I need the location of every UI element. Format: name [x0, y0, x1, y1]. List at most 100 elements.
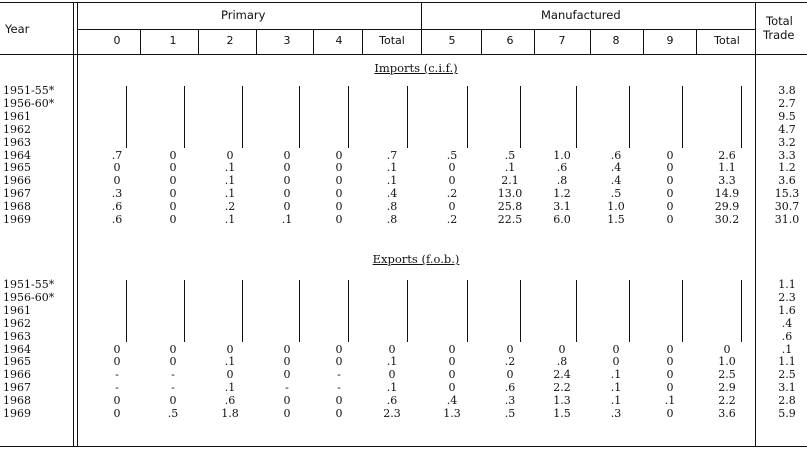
table-cell: 3.3 — [718, 174, 736, 187]
total-trade-cell: 31.0 — [774, 213, 800, 226]
table-cell: .6 — [111, 213, 123, 226]
table-cell: .8 — [556, 355, 568, 368]
empty-cell-rule — [242, 86, 243, 148]
column-header-5: Total — [379, 34, 405, 47]
table-cell: .5 — [610, 187, 622, 200]
table-cell: 0 — [113, 355, 121, 368]
table-cell: 2.2 — [718, 394, 736, 407]
table-cell: 0 — [283, 200, 291, 213]
column-header-11: Total — [714, 34, 740, 47]
table-cell: .1 — [224, 381, 236, 394]
table-cell: 0 — [335, 187, 343, 200]
empty-cell-rule — [520, 280, 521, 342]
table-cell: 0 — [335, 149, 343, 162]
table-cell: .4 — [446, 394, 458, 407]
total-trade-divider-line — [755, 2, 756, 446]
table-cell: 0 — [283, 187, 291, 200]
table-cell: - — [337, 381, 341, 394]
empty-cell-rule — [348, 86, 349, 148]
table-cell: 0 — [283, 161, 291, 174]
table-cell: 0 — [506, 368, 514, 381]
table-cell: 6.0 — [553, 213, 571, 226]
row-year: 1966 — [3, 174, 31, 187]
empty-cell-rule — [467, 86, 468, 148]
column-header-1: 1 — [169, 34, 177, 47]
table-cell: 3.6 — [718, 407, 736, 420]
table-cell: 2.2 — [553, 381, 571, 394]
table-cell: - — [285, 381, 289, 394]
table-cell: 1.0 — [553, 149, 571, 162]
table-cell: 0 — [448, 355, 456, 368]
table-cell: .1 — [224, 187, 236, 200]
table-cell: 30.2 — [714, 213, 740, 226]
exports-section-title: Exports (f.o.b.) — [372, 252, 460, 266]
table-cell: 0 — [448, 174, 456, 187]
table-cell: .5 — [446, 149, 458, 162]
total-trade-header-line2: Trade — [763, 28, 795, 42]
column-header-4: 4 — [335, 34, 343, 47]
table-cell: 0 — [169, 200, 177, 213]
table-cell: 0 — [666, 355, 674, 368]
table-cell: .2 — [446, 187, 458, 200]
row-year: 1951-55* — [3, 84, 55, 97]
table-cell: .6 — [504, 381, 516, 394]
table-cell: .6 — [610, 149, 622, 162]
table-cell: 0 — [335, 200, 343, 213]
row-year: 1968 — [3, 200, 31, 213]
table-cell: 0 — [169, 174, 177, 187]
empty-cell-rule — [629, 280, 630, 342]
empty-cell-rule — [682, 280, 683, 342]
table-cell: 0 — [666, 213, 674, 226]
table-cell: 0 — [666, 187, 674, 200]
table-cell: 0 — [723, 343, 731, 356]
column-header-9: 8 — [612, 34, 620, 47]
total-trade-cell: 3.6 — [778, 174, 796, 187]
table-cell: 0 — [169, 394, 177, 407]
table-cell: .7 — [111, 149, 123, 162]
table-cell: 0 — [283, 394, 291, 407]
table-cell: 0 — [169, 161, 177, 174]
table-cell: 1.3 — [443, 407, 461, 420]
table-cell: - — [115, 381, 119, 394]
table-cell: 0 — [335, 213, 343, 226]
column-header-8: 7 — [558, 34, 566, 47]
table-cell: 2.1 — [501, 174, 519, 187]
table-cell: 0 — [666, 343, 674, 356]
table-cell: .3 — [504, 394, 516, 407]
table-cell: .3 — [111, 187, 123, 200]
table-cell: 2.4 — [553, 368, 571, 381]
table-cell: 13.0 — [497, 187, 523, 200]
total-trade-cell: 2.7 — [778, 97, 796, 110]
table-cell: 0 — [666, 381, 674, 394]
table-cell: .7 — [386, 149, 398, 162]
column-header-0: 0 — [113, 34, 121, 47]
column-header-10: 9 — [666, 34, 674, 47]
table-cell: .6 — [111, 200, 123, 213]
row-year: 1967 — [3, 187, 31, 200]
table-cell: 0 — [612, 343, 620, 356]
table-cell: 0 — [388, 368, 396, 381]
total-trade-cell: .4 — [781, 317, 793, 330]
column-header-divider — [140, 29, 141, 55]
row-year: 1964 — [3, 343, 31, 356]
table-cell: 25.8 — [497, 200, 523, 213]
table-cell: .1 — [386, 381, 398, 394]
table-cell: 1.0 — [607, 200, 625, 213]
row-year: 1969 — [3, 213, 31, 226]
table-cell: 0 — [169, 213, 177, 226]
subheader-rule — [78, 29, 755, 30]
table-cell: 1.3 — [553, 394, 571, 407]
table-cell: 0 — [335, 355, 343, 368]
table-cell: 0 — [113, 394, 121, 407]
table-cell: 0 — [666, 161, 674, 174]
table-cell: .5 — [504, 149, 516, 162]
table-cell: .4 — [386, 187, 398, 200]
year-divider-line-2 — [77, 2, 78, 446]
empty-cell-rule — [348, 280, 349, 342]
table-cell: 1.0 — [718, 355, 736, 368]
table-cell: 3.1 — [553, 200, 571, 213]
empty-cell-rule — [299, 86, 300, 148]
table-cell: .1 — [386, 174, 398, 187]
total-trade-cell: .6 — [781, 330, 793, 343]
